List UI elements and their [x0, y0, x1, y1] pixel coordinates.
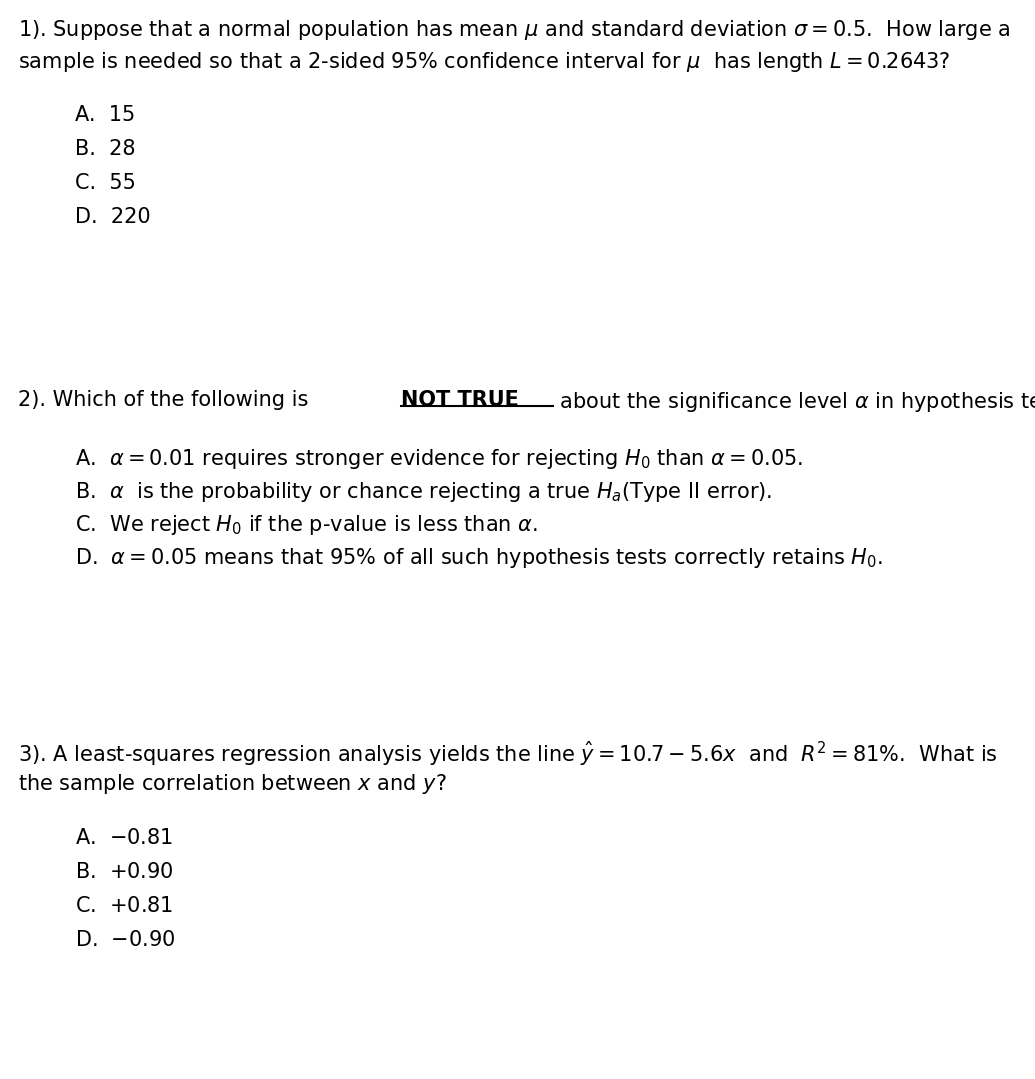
Text: NOT TRUE: NOT TRUE: [402, 390, 520, 410]
Text: D.  $-0.90$: D. $-0.90$: [75, 930, 176, 950]
Text: sample is needed so that a 2-sided 95% confidence interval for $\mu$  has length: sample is needed so that a 2-sided 95% c…: [18, 50, 950, 74]
Text: 3). A least-squares regression analysis yields the line $\hat{y} = 10.7 - 5.6x$ : 3). A least-squares regression analysis …: [18, 740, 998, 769]
Text: C.  We reject $H_0$ if the p-value is less than $\alpha$.: C. We reject $H_0$ if the p-value is les…: [75, 513, 538, 537]
Text: B.  $+0.90$: B. $+0.90$: [75, 862, 174, 882]
Text: C.  $+0.81$: C. $+0.81$: [75, 896, 173, 916]
Text: 1). Suppose that a normal population has mean $\mu$ and standard deviation $\sig: 1). Suppose that a normal population has…: [18, 18, 1010, 42]
Text: A.  15: A. 15: [75, 105, 136, 125]
Text: B.  28: B. 28: [75, 139, 136, 159]
Text: D.  220: D. 220: [75, 207, 151, 227]
Text: A.  $\alpha = 0.01$ requires stronger evidence for rejecting $H_0$ than $\alpha : A. $\alpha = 0.01$ requires stronger evi…: [75, 447, 803, 472]
Text: D.  $\alpha = 0.05$ means that 95% of all such hypothesis tests correctly retain: D. $\alpha = 0.05$ means that 95% of all…: [75, 546, 883, 570]
Text: C.  55: C. 55: [75, 173, 136, 193]
Text: A.  $-0.81$: A. $-0.81$: [75, 828, 173, 848]
Text: the sample correlation between $x$ and $y$?: the sample correlation between $x$ and $…: [18, 771, 447, 796]
Text: 2). Which of the following is: 2). Which of the following is: [18, 390, 315, 410]
Text: B.  $\alpha$  is the probability or chance rejecting a true $H_a$(Type II error): B. $\alpha$ is the probability or chance…: [75, 480, 772, 504]
Text: about the significance level $\alpha$ in hypothesis testing?: about the significance level $\alpha$ in…: [554, 390, 1035, 414]
